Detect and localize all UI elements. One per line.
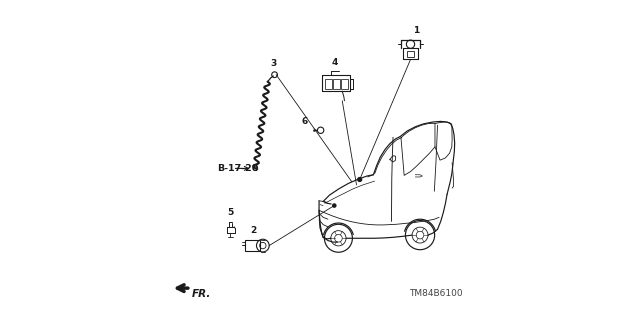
Text: 6: 6 [301, 117, 308, 126]
Circle shape [333, 204, 336, 207]
Text: 1: 1 [413, 26, 419, 35]
Text: 3: 3 [270, 59, 276, 68]
Text: 2: 2 [250, 226, 257, 235]
Bar [244, 240, 260, 251]
Circle shape [358, 178, 362, 182]
Bar [407, 51, 413, 57]
Bar [325, 79, 332, 89]
Text: FR.: FR. [191, 288, 211, 299]
Text: 5: 5 [227, 208, 234, 217]
Text: 4: 4 [331, 58, 337, 67]
Text: TM84B6100: TM84B6100 [409, 289, 463, 298]
Text: B-17-20: B-17-20 [217, 164, 258, 173]
Bar [333, 79, 340, 89]
Bar [341, 79, 348, 89]
